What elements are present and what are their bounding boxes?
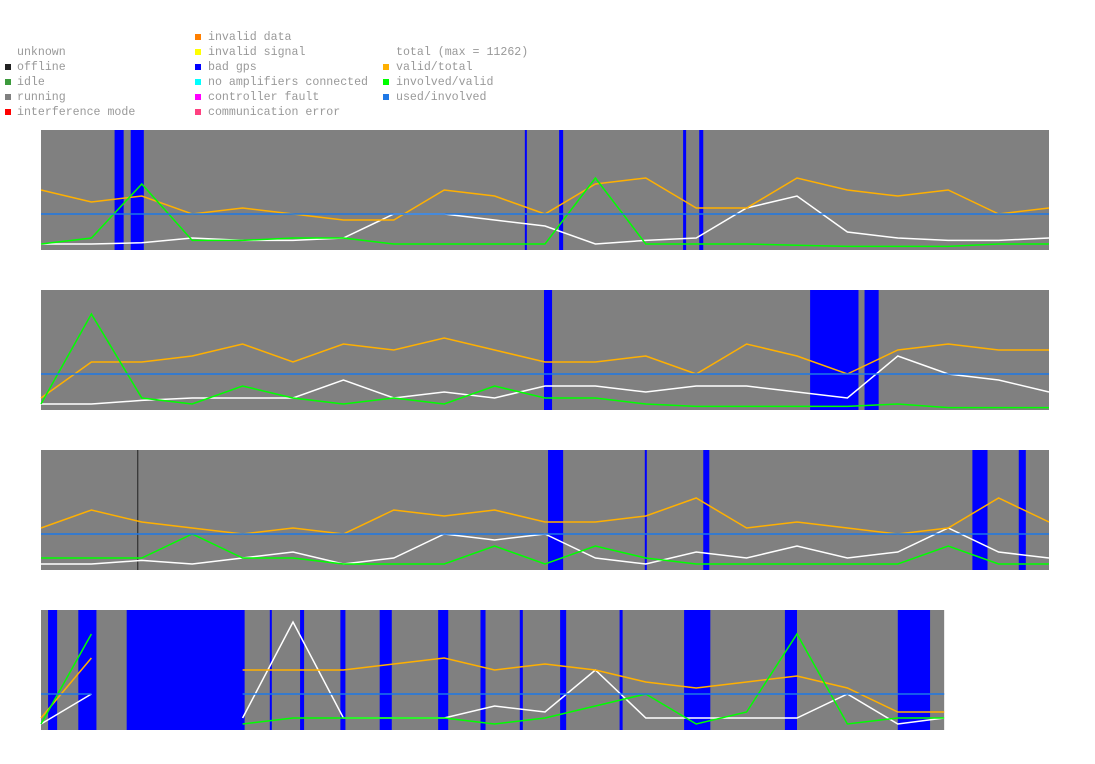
status-band bbox=[48, 610, 58, 730]
legend-label: bad gps bbox=[208, 61, 257, 74]
legend-label: total (max = 11262) bbox=[396, 46, 528, 59]
legend-swatch bbox=[195, 79, 201, 85]
panel-background bbox=[41, 130, 1049, 250]
status-band bbox=[379, 610, 392, 730]
series-line bbox=[40, 497, 1050, 535]
legend-swatch bbox=[195, 94, 201, 100]
series-line bbox=[41, 195, 1050, 245]
status-band bbox=[130, 130, 144, 250]
legend-swatch bbox=[5, 79, 11, 85]
series-line bbox=[40, 312, 1049, 409]
status-band bbox=[810, 290, 859, 410]
legend-label: valid/total bbox=[396, 61, 473, 74]
status-band bbox=[543, 290, 553, 410]
legend-swatch bbox=[5, 94, 11, 100]
legend-swatch bbox=[195, 64, 201, 70]
status-band bbox=[480, 610, 486, 730]
status-band bbox=[126, 610, 245, 730]
offline-band bbox=[137, 450, 139, 570]
panel-background bbox=[41, 450, 1049, 570]
status-band bbox=[524, 130, 527, 250]
status-band bbox=[784, 610, 797, 730]
legend-label: controller fault bbox=[208, 91, 319, 104]
legend-label: running bbox=[17, 91, 66, 104]
legend-label: invalid data bbox=[208, 31, 292, 44]
status-band bbox=[897, 610, 931, 730]
status-band bbox=[644, 450, 647, 570]
status-band bbox=[703, 450, 710, 570]
legend-swatch bbox=[5, 64, 11, 70]
series-line bbox=[40, 176, 1049, 248]
legend-label: unknown bbox=[17, 46, 66, 59]
legend-swatch bbox=[383, 64, 389, 70]
legend-swatch bbox=[195, 34, 201, 40]
status-band bbox=[438, 610, 449, 730]
status-band bbox=[699, 130, 704, 250]
status-band bbox=[519, 610, 523, 730]
legend-label: used/involved bbox=[396, 91, 486, 104]
status-band bbox=[78, 610, 97, 730]
legend-label: no amplifiers connected bbox=[208, 76, 368, 89]
status-band bbox=[548, 450, 564, 570]
legend-label: invalid signal bbox=[208, 46, 305, 59]
status-band bbox=[972, 450, 988, 570]
legend-swatch bbox=[383, 94, 389, 100]
status-band bbox=[864, 290, 879, 410]
status-band bbox=[114, 130, 124, 250]
series-line bbox=[40, 337, 1049, 399]
legend-label: offline bbox=[17, 61, 66, 74]
legend-label: involved/valid bbox=[396, 76, 493, 89]
status-band bbox=[619, 610, 623, 730]
status-band bbox=[684, 610, 711, 730]
legend-swatch bbox=[195, 109, 201, 115]
legend-swatch bbox=[195, 49, 201, 55]
legend-label: communication error bbox=[208, 106, 340, 119]
legend-swatch bbox=[5, 109, 11, 115]
status-band bbox=[559, 130, 564, 250]
legend-label: idle bbox=[17, 76, 45, 89]
status-band bbox=[683, 130, 687, 250]
series-line bbox=[41, 533, 1049, 565]
legend-label: interference mode bbox=[17, 106, 135, 119]
status-band bbox=[560, 610, 567, 730]
legend-swatch bbox=[383, 79, 389, 85]
